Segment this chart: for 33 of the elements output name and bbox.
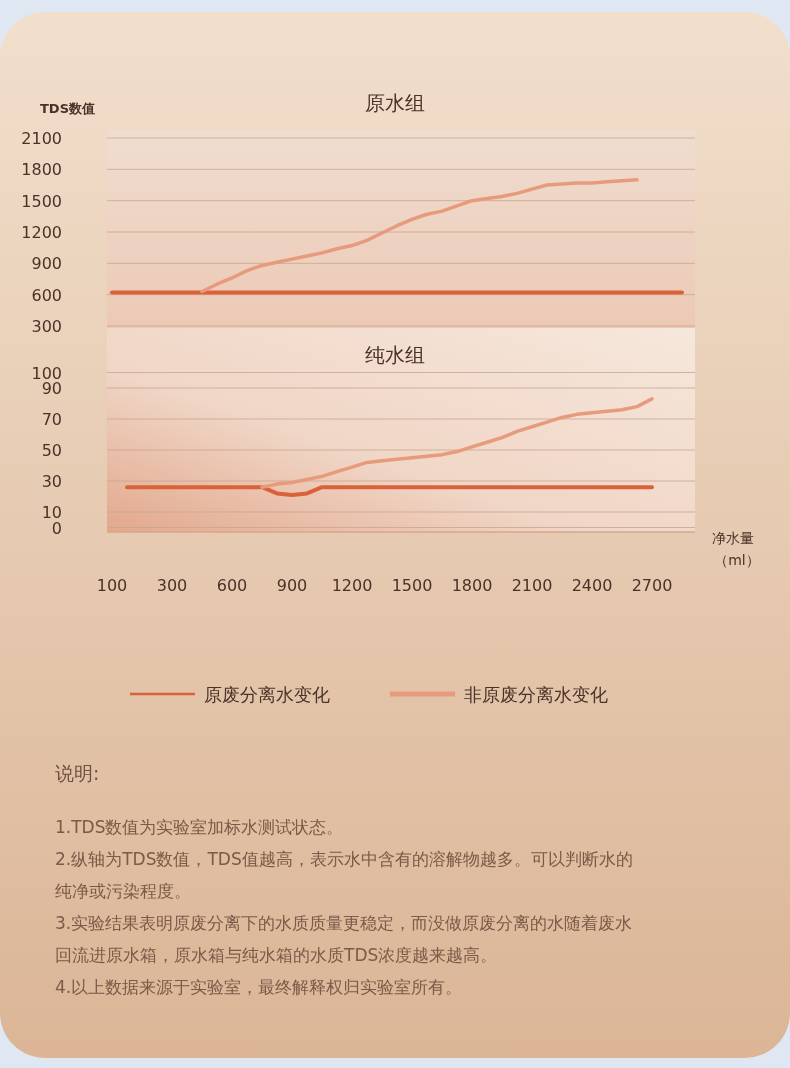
y-tick-label: 30 [41,472,62,491]
y-tick-label: 1500 [21,191,62,211]
y-tick-label: 900 [31,254,62,274]
y-tick-label: 70 [41,410,62,429]
y-tick-label: 300 [31,317,62,336]
x-tick-label: 2400 [571,576,613,595]
text: 4.以上数据来源于实验室，最终解释权归实验室所有。 [55,977,463,997]
line-series [200,178,639,294]
x-axis-title: 净水量（ml） [712,530,760,568]
x-tick-label: 300 [156,576,188,595]
chart-title: 纯水组 [365,343,425,367]
text: 1.TDS数值为实验室加标水测试状态。 [55,817,344,837]
x-tick-label: 900 [276,576,308,595]
y-tick-label: 50 [41,441,62,460]
y-tick-label: 2100 [21,129,62,148]
x-tick-label: 2700 [631,576,673,595]
legend-label: 非原废分离水变化 [464,684,608,705]
x-tick-label: 2100 [511,576,553,595]
chart-title: 原水组 [365,91,425,115]
text: 说明: [55,762,100,784]
y-axis-title: TDS数值 [40,101,96,116]
x-tick-label: 600 [216,576,248,595]
x-tick-label: 1500 [391,576,433,595]
y-tick-label: 1200 [21,223,62,242]
legend-label: 原废分离水变化 [204,684,330,705]
x-tick-label: 100 [96,576,128,595]
x-tick-label: 1800 [451,576,493,595]
y-tick-label: 1800 [21,160,62,180]
text: 2.纵轴为TDS数值，TDS值越高，表示水中含有的溶解物越多。可以判断水的纯净或污染程度。 [55,849,633,901]
y-tick-label: 600 [31,285,62,305]
text: 3.实验结果表明原废分离下的水质质量更稳定，而没做原废分离的水随着废水回流进原水箱，原水箱与纯水箱的水质TDS浓度越来越高。 [55,913,633,965]
line-series [260,397,654,489]
x-tick-label: 1200 [331,576,373,595]
